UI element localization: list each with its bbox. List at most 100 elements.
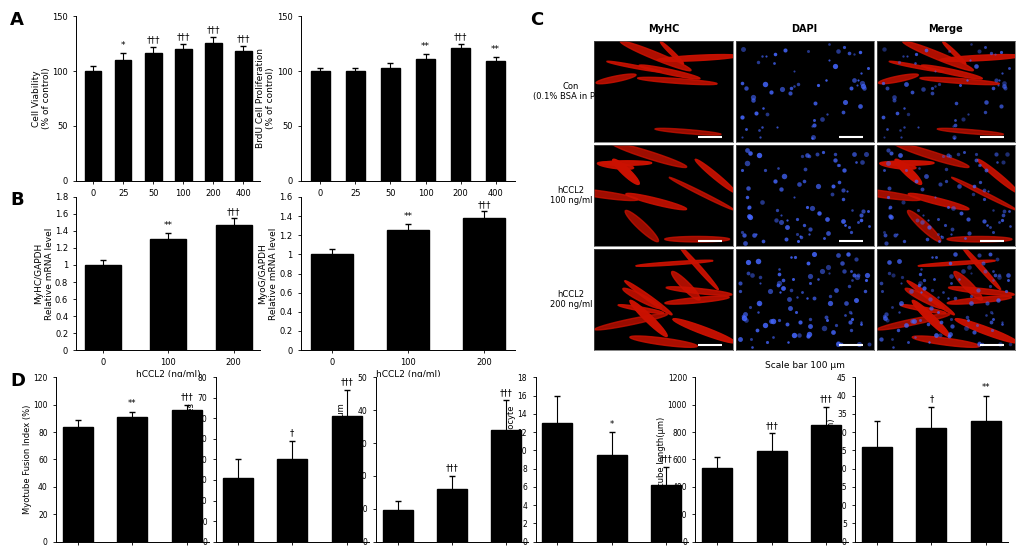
- Text: †††: †††: [227, 207, 240, 216]
- Text: †: †: [928, 394, 932, 403]
- Polygon shape: [654, 129, 720, 135]
- Text: **: **: [128, 399, 137, 408]
- Text: A: A: [10, 11, 24, 29]
- Bar: [277, 459, 307, 542]
- Polygon shape: [919, 77, 999, 85]
- Text: †††: †††: [207, 26, 220, 34]
- Bar: [542, 423, 572, 542]
- Bar: [345, 71, 365, 181]
- Polygon shape: [639, 65, 699, 79]
- Polygon shape: [637, 77, 716, 85]
- Polygon shape: [936, 129, 1003, 135]
- Bar: [216, 225, 252, 350]
- Bar: [175, 49, 192, 181]
- Bar: [117, 417, 148, 542]
- Bar: [450, 48, 470, 181]
- Bar: [386, 230, 429, 350]
- Polygon shape: [665, 287, 732, 295]
- Y-axis label: Mean number of Myotubes: Mean number of Myotubes: [187, 403, 197, 516]
- Bar: [205, 43, 221, 181]
- Polygon shape: [889, 61, 943, 72]
- Text: hCCL2
200 ng/ml: hCCL2 200 ng/ml: [549, 290, 592, 309]
- Text: **: **: [421, 42, 430, 51]
- Text: Merge: Merge: [927, 24, 962, 34]
- Polygon shape: [911, 336, 979, 347]
- X-axis label: hCCL2 (ng/ml): hCCL2 (ng/ml): [375, 370, 440, 379]
- Polygon shape: [948, 287, 1013, 295]
- Polygon shape: [624, 281, 672, 315]
- Text: †††: †††: [453, 32, 467, 42]
- Bar: [861, 447, 891, 542]
- Polygon shape: [636, 260, 712, 266]
- Y-axis label: Myotube Fusion Index (%): Myotube Fusion Index (%): [22, 405, 32, 514]
- Polygon shape: [951, 177, 1015, 210]
- Polygon shape: [917, 260, 995, 266]
- Polygon shape: [600, 161, 651, 165]
- Polygon shape: [664, 296, 729, 304]
- Text: hCCL2
100 ng/ml: hCCL2 100 ng/ml: [549, 186, 592, 205]
- Polygon shape: [597, 162, 633, 170]
- Text: Scale bar 100 μm: Scale bar 100 μm: [764, 361, 844, 370]
- Polygon shape: [620, 41, 691, 71]
- Y-axis label: BrdU Cell Proliferation
(% of control): BrdU Cell Proliferation (% of control): [256, 49, 275, 148]
- Y-axis label: Myotubes with a minimum
of 3 nuclei: Myotubes with a minimum of 3 nuclei: [336, 404, 356, 515]
- Polygon shape: [673, 319, 735, 343]
- Polygon shape: [657, 55, 738, 61]
- Polygon shape: [595, 74, 636, 84]
- Polygon shape: [947, 296, 1011, 304]
- Text: D: D: [10, 372, 25, 390]
- Text: **: **: [980, 383, 989, 392]
- Bar: [85, 71, 101, 181]
- Bar: [651, 485, 681, 542]
- Text: †††: †††: [445, 464, 458, 473]
- Polygon shape: [954, 319, 1017, 343]
- Bar: [145, 53, 161, 181]
- Bar: [222, 478, 253, 542]
- Text: *: *: [609, 420, 613, 429]
- X-axis label: hCCL2 (ng/ml): hCCL2 (ng/ml): [375, 201, 440, 210]
- Polygon shape: [606, 61, 661, 72]
- Polygon shape: [630, 336, 697, 347]
- Polygon shape: [679, 246, 717, 290]
- Polygon shape: [626, 193, 686, 210]
- Bar: [150, 240, 186, 350]
- Text: **: **: [404, 212, 412, 222]
- Polygon shape: [671, 271, 699, 300]
- Text: †††: †††: [659, 455, 672, 463]
- Bar: [85, 265, 120, 350]
- Polygon shape: [630, 300, 666, 336]
- Bar: [172, 410, 202, 542]
- Y-axis label: Myotube length(μm): Myotube length(μm): [656, 416, 665, 503]
- Y-axis label: MyHC/GAPDH
Relative mRNA level: MyHC/GAPDH Relative mRNA level: [34, 228, 53, 319]
- Bar: [115, 60, 131, 181]
- Polygon shape: [938, 55, 1019, 61]
- Text: †††: †††: [819, 394, 832, 404]
- Text: †††: †††: [477, 200, 490, 209]
- Polygon shape: [947, 236, 1011, 242]
- Polygon shape: [907, 193, 968, 210]
- Text: †††: †††: [340, 377, 353, 386]
- Polygon shape: [904, 288, 944, 309]
- Bar: [436, 489, 467, 542]
- Polygon shape: [625, 211, 658, 242]
- Polygon shape: [566, 188, 638, 201]
- X-axis label: hCCL2 (ng/ml): hCCL2 (ng/ml): [136, 370, 201, 379]
- Polygon shape: [594, 313, 667, 330]
- Y-axis label: MyoG/GAPDH
Relative mRNA level: MyoG/GAPDH Relative mRNA level: [258, 228, 277, 319]
- Polygon shape: [893, 143, 968, 167]
- Polygon shape: [920, 65, 981, 79]
- Polygon shape: [668, 177, 733, 210]
- Polygon shape: [976, 159, 1017, 193]
- Polygon shape: [907, 211, 940, 242]
- Text: C: C: [530, 11, 543, 29]
- Text: B: B: [10, 191, 23, 210]
- Bar: [810, 424, 841, 542]
- Text: †††: †††: [236, 34, 250, 44]
- Polygon shape: [664, 236, 730, 242]
- Text: †††: †††: [764, 421, 777, 430]
- Text: **: **: [164, 222, 172, 230]
- Polygon shape: [618, 305, 663, 313]
- Polygon shape: [610, 143, 686, 167]
- Text: *: *: [121, 41, 125, 50]
- Text: Con
(0.1% BSA in PBS): Con (0.1% BSA in PBS): [533, 82, 608, 101]
